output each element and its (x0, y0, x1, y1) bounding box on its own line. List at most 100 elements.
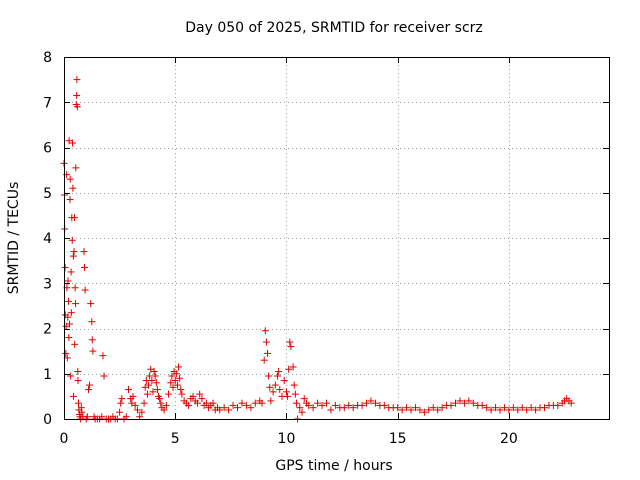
data-point (68, 139, 76, 147)
data-point (527, 404, 535, 412)
data-point (160, 406, 168, 414)
y-tick-label: 3 (43, 276, 52, 292)
data-point (175, 363, 183, 371)
data-point (151, 372, 159, 380)
data-point (216, 406, 224, 414)
data-point (172, 370, 180, 378)
data-point (554, 401, 562, 409)
data-point (280, 377, 288, 385)
y-tick-label: 0 (43, 412, 52, 428)
data-point (429, 404, 437, 412)
data-point (74, 367, 82, 375)
data-point (149, 388, 157, 396)
data-point (78, 408, 86, 416)
data-point (523, 406, 531, 414)
data-point (196, 390, 204, 398)
data-point (264, 349, 272, 357)
data-point (261, 327, 269, 335)
data-point (403, 404, 411, 412)
data-point (80, 263, 88, 271)
data-point (202, 399, 210, 407)
data-point (72, 164, 80, 172)
data-point (176, 374, 184, 382)
data-point (509, 404, 517, 412)
data-point (67, 309, 75, 317)
data-point (116, 408, 124, 416)
data-point (74, 399, 82, 407)
data-point (274, 372, 282, 380)
data-point (500, 404, 508, 412)
data-point (225, 406, 233, 414)
data-point (66, 175, 74, 183)
data-point (63, 354, 71, 362)
y-tick-label: 5 (43, 186, 52, 202)
data-point (514, 406, 522, 414)
data-point (505, 406, 513, 414)
data-point (460, 399, 468, 407)
data-point (71, 284, 79, 292)
x-tick-label: 0 (60, 431, 69, 447)
data-point (234, 404, 242, 412)
data-point (276, 386, 284, 394)
data-point (73, 91, 81, 99)
data-point (282, 388, 290, 396)
data-point (380, 401, 388, 409)
data-point (291, 390, 299, 398)
data-point (138, 408, 146, 416)
data-point (88, 336, 96, 344)
data-point (340, 404, 348, 412)
data-point (416, 406, 424, 414)
data-point (262, 338, 270, 346)
data-point (73, 103, 81, 111)
data-point (349, 404, 357, 412)
y-tick-label: 6 (43, 141, 52, 157)
data-point (73, 76, 81, 84)
data-point (394, 404, 402, 412)
data-point (540, 404, 548, 412)
data-point (80, 248, 88, 256)
data-point (189, 392, 197, 400)
data-point (70, 392, 78, 400)
data-point (64, 313, 72, 321)
data-point (177, 386, 185, 394)
data-point (100, 372, 108, 380)
data-point (143, 390, 151, 398)
grid-layer (64, 57, 609, 419)
data-point (168, 372, 176, 380)
data-point (465, 397, 473, 405)
data-point (267, 397, 275, 405)
data-point (129, 392, 137, 400)
data-point (65, 334, 73, 342)
data-point (420, 408, 428, 416)
y-tick-labels: 0 1 2 3 4 5 6 7 8 (43, 50, 52, 428)
data-point (345, 401, 353, 409)
y-tick-label: 2 (43, 322, 52, 338)
data-point (456, 397, 464, 405)
data-point (88, 318, 96, 326)
data-point (178, 390, 186, 398)
data-point (133, 406, 141, 414)
data-point (296, 404, 304, 412)
data-point (314, 399, 322, 407)
data-point (327, 406, 335, 414)
x-tick-label: 5 (171, 431, 180, 447)
data-point (318, 401, 326, 409)
data-point (322, 399, 330, 407)
data-point (66, 196, 74, 204)
data-point (118, 395, 126, 403)
data-point (220, 404, 228, 412)
data-point (290, 381, 298, 389)
data-point (247, 404, 255, 412)
data-point (153, 386, 161, 394)
y-tick-label: 1 (43, 367, 52, 383)
data-point (286, 338, 294, 346)
data-point (89, 347, 97, 355)
data-point (266, 383, 274, 391)
data-point (150, 367, 158, 375)
data-point (71, 340, 79, 348)
data-point (478, 401, 486, 409)
data-point (285, 365, 293, 373)
data-point (74, 377, 82, 385)
data-point (68, 236, 76, 244)
data-point (425, 406, 433, 414)
